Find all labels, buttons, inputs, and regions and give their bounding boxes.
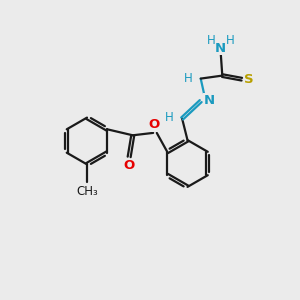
- Text: H: H: [226, 34, 235, 46]
- Text: H: H: [165, 111, 174, 124]
- Text: O: O: [124, 159, 135, 172]
- Text: H: H: [184, 72, 192, 85]
- Text: H: H: [207, 34, 216, 46]
- Text: S: S: [244, 73, 254, 86]
- Text: CH₃: CH₃: [76, 185, 98, 198]
- Text: N: N: [204, 94, 215, 107]
- Text: O: O: [149, 118, 160, 131]
- Text: N: N: [215, 42, 226, 55]
